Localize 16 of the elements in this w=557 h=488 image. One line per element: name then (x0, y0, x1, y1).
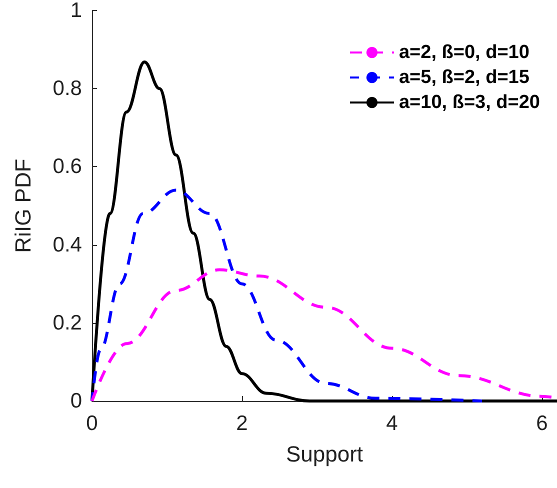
y-axis-title: RiIG PDF (10, 158, 36, 253)
x-tick-label: 2 (236, 412, 248, 435)
y-tick-label: 0.2 (52, 311, 82, 334)
x-axis-title: Support (286, 442, 364, 466)
line-series (90, 188, 484, 402)
y-tick-label: 0.8 (52, 77, 82, 100)
x-tick-label: 0 (86, 412, 98, 435)
y-tick-label: 0 (70, 390, 82, 412)
y-tick-label: 0.4 (52, 233, 82, 256)
x-tick-label: 6 (536, 412, 548, 435)
legend-label: a=10, ß=3, d=20 (398, 92, 540, 113)
legend-label: a=2, ß=0, d=10 (398, 42, 530, 63)
x-tick-label: 4 (386, 412, 398, 435)
legend-label: a=5, ß=2, d=15 (398, 67, 530, 88)
y-tick-label: 1 (70, 0, 82, 22)
y-tick-label: 0.6 (52, 155, 82, 178)
